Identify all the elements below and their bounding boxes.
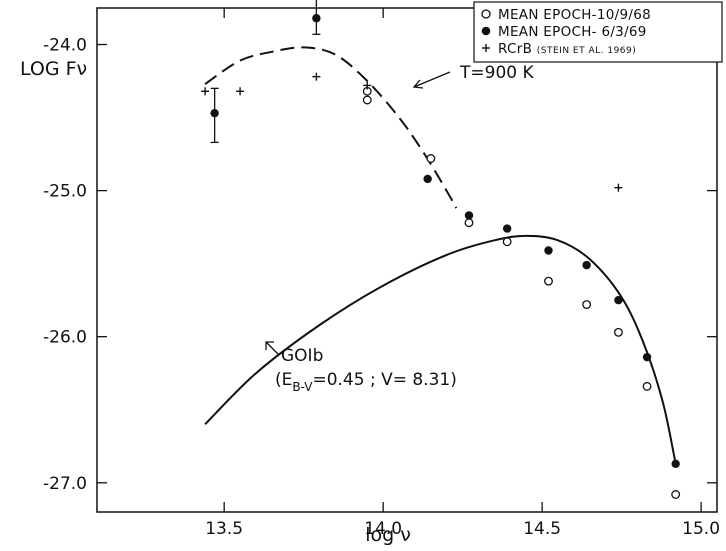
x-tick-label: 14.5 [523, 519, 561, 539]
axis-labels: LOG Fν log ν [20, 58, 411, 546]
legend-marker-filled-circle [481, 26, 491, 36]
blackbody-curve [204, 46, 458, 209]
plus-point [201, 87, 210, 96]
open-circle-point [426, 154, 436, 163]
filled-circle-point [671, 459, 680, 468]
open-circle-point [671, 490, 681, 499]
filled-circle-point [502, 224, 512, 233]
filled-circle-point [210, 108, 219, 118]
filled-circle-point [582, 260, 591, 270]
goib-params: (EB-V=0.45 ; V= 8.31) [275, 370, 457, 394]
filled-circle-point [423, 174, 432, 184]
legend-label-rcrb-name: RCrB [498, 41, 532, 57]
legend-label-epoch-1968: MEAN EPOCH-10/9/68 [498, 7, 651, 23]
x-tick-label: 13.5 [205, 519, 243, 539]
goib-curve [204, 234, 677, 465]
open-circle-point [502, 237, 512, 247]
plus-point [614, 183, 623, 192]
plus-point [312, 72, 321, 81]
legend-label-rcrb: RCrB (STEIN ET AL. 1969) [498, 41, 636, 57]
y-tick-label: -24.0 [43, 36, 87, 56]
y-tick-label: -27.0 [43, 474, 87, 494]
y-tick-label: -26.0 [43, 328, 87, 348]
bb-curve-label: T=900 K [459, 63, 534, 83]
legend-label-epoch-1969: MEAN EPOCH- 6/3/69 [498, 24, 647, 40]
plus-point [363, 81, 372, 90]
goib-params-sub: B-V [292, 380, 313, 394]
goib-curve-arrowhead [265, 341, 274, 350]
open-circle-point [582, 300, 592, 310]
curves [204, 46, 677, 465]
plot-frame [96, 7, 718, 513]
open-circle-point [642, 381, 652, 391]
data-points [201, 0, 681, 499]
goib-curve-arrow [265, 341, 279, 355]
bb-curve-arrowhead [412, 79, 424, 89]
y-axis-label: LOG Fν [20, 58, 87, 80]
annotations: T=900 K GOIb (EB-V=0.45 ; V= 8.31) [265, 63, 534, 394]
legend-box [473, 1, 723, 63]
open-circle-point [544, 276, 553, 286]
filled-circle-point [464, 211, 474, 220]
filled-circle-point [312, 14, 321, 23]
legend-label-rcrb-ref: (STEIN ET AL. 1969) [537, 46, 637, 56]
axes: 13.5 14.0 14.5 15.0 -24.0 -25.0 -26.0 -27.0 [43, 7, 720, 539]
goib-params-rest: =0.45 ; V= 8.31) [312, 370, 456, 390]
legend-marker-open-circle [481, 9, 491, 19]
open-circle-point [613, 327, 623, 337]
x-axis-label: log ν [365, 524, 411, 546]
filled-circle-point [544, 246, 553, 255]
open-circle-point [362, 95, 372, 105]
y-tick-label: -25.0 [43, 182, 87, 202]
x-tick-label: 15.0 [682, 519, 720, 539]
plus-point [236, 87, 245, 96]
legend: MEAN EPOCH-10/9/68 MEAN EPOCH- 6/3/69 RC… [473, 1, 723, 63]
filled-circle-point [614, 295, 623, 305]
goib-curve-label: GOIb [281, 346, 323, 366]
filled-circle-point [642, 352, 652, 362]
goib-params-open: (E [275, 370, 292, 390]
bb-curve-arrow [413, 71, 451, 88]
open-circle-point [464, 218, 474, 228]
x-tick-label: 14.0 [364, 519, 402, 539]
legend-marker-plus [482, 44, 490, 52]
